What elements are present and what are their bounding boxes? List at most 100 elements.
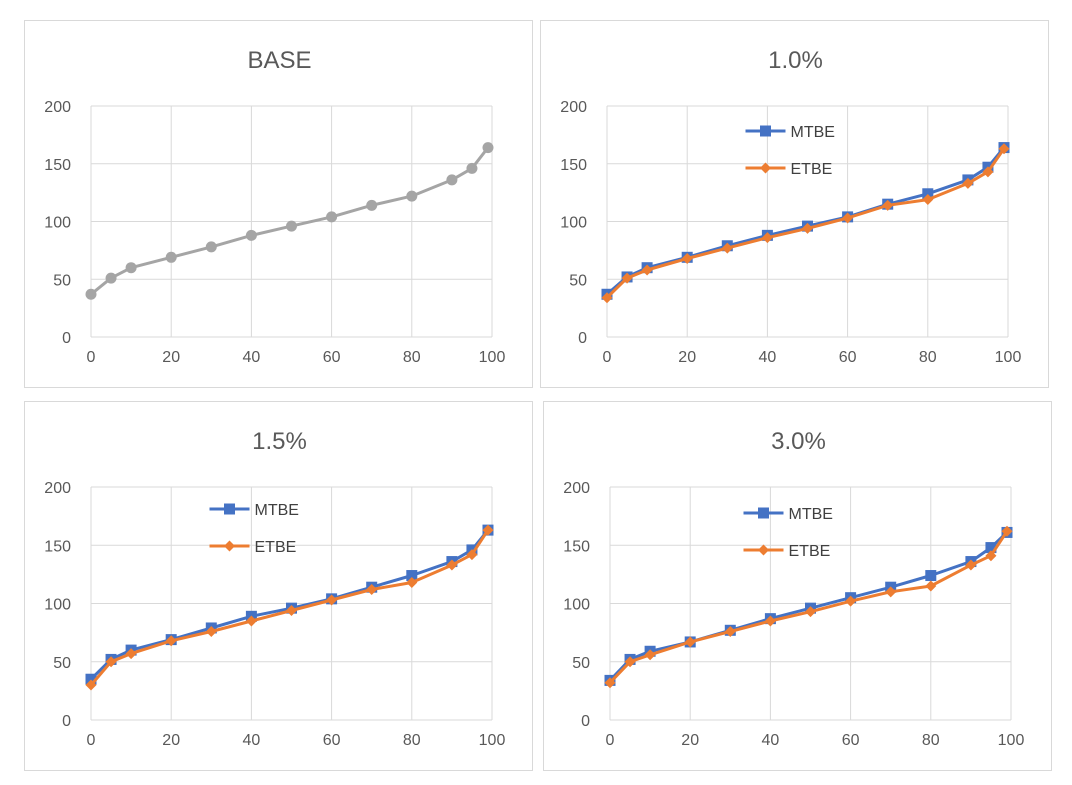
x-tick-label: 20: [681, 732, 699, 749]
x-tick-label: 80: [922, 732, 940, 749]
etbe-point: [802, 222, 813, 234]
etbe-point: [125, 648, 137, 660]
etbe-point: [165, 635, 177, 647]
chart-base: BASE 0 20 40 60 80 100 0 50 100 150 200: [44, 47, 506, 366]
x-tick-label: 40: [243, 349, 261, 366]
legend: MTBE ETBE: [743, 506, 833, 560]
etbe-point: [466, 549, 478, 561]
etbe-point: [621, 272, 633, 284]
chart-panel-1-5-percent: 1.5% 0 20 40 60 80 100 0 50 100 150 200 MTBE ETBE: [24, 401, 533, 771]
etbe-point: [482, 524, 494, 536]
etbe-point: [925, 580, 937, 592]
y-tick-label: 50: [572, 655, 590, 672]
y-tick-label: 0: [62, 713, 71, 730]
x-tick-label: 0: [87, 349, 96, 366]
x-tick-label: 20: [678, 349, 696, 366]
x-tick-label: 60: [323, 349, 341, 366]
x-tick-label: 80: [919, 349, 937, 366]
series-0-point: [366, 199, 378, 211]
series-0-point: [406, 190, 418, 202]
etbe-point: [842, 212, 854, 224]
legend-mtbe-label: MTBE: [789, 506, 833, 523]
x-tick-label: 0: [606, 732, 615, 749]
legend-etbe-marker: [224, 540, 235, 552]
legend-etbe-marker: [760, 162, 771, 174]
series-0-point: [446, 174, 458, 186]
x-tick-label: 100: [998, 732, 1025, 749]
series-0-point: [466, 162, 478, 174]
y-tick-label: 200: [560, 99, 587, 116]
chart-title: 1.0%: [768, 47, 823, 74]
x-tick-label: 60: [839, 349, 857, 366]
x-tick-label: 60: [842, 732, 860, 749]
y-tick-label: 150: [563, 538, 590, 555]
series-series-0: [85, 142, 494, 300]
x-tick-label: 100: [479, 349, 506, 366]
x-tick-label: 40: [759, 349, 777, 366]
chart-panel-1-0-percent: 1.0% 0 20 40 60 80 100 0 50 100 150 200 MTBE ETBE: [540, 20, 1049, 388]
y-tick-label: 100: [44, 597, 71, 614]
legend-etbe-label: ETBE: [789, 543, 831, 560]
etbe-point: [105, 656, 117, 668]
etbe-point: [1001, 525, 1013, 537]
chart-panel-base: BASE 0 20 40 60 80 100 0 50 100 150 200: [24, 20, 533, 388]
etbe-point: [366, 584, 378, 596]
x-tick-label: 100: [995, 349, 1022, 366]
etbe-point: [681, 252, 693, 264]
x-tick-label: 0: [603, 349, 612, 366]
series-0-point: [326, 211, 338, 223]
gridlines: [609, 486, 1012, 721]
etbe-point: [962, 177, 974, 189]
chart-title: 1.5%: [252, 428, 307, 455]
series-etbe: [85, 524, 494, 691]
legend: MTBE ETBE: [209, 502, 299, 556]
y-tick-label: 50: [569, 272, 587, 289]
y-tick-label: 0: [578, 330, 587, 347]
y-tick-label: 100: [563, 597, 590, 614]
etbe-point: [641, 264, 653, 276]
legend-mtbe-marker: [224, 503, 235, 515]
etbe-point: [922, 194, 934, 206]
etbe-point: [998, 143, 1010, 155]
y-tick-label: 100: [44, 215, 71, 232]
legend-etbe-label: ETBE: [791, 161, 833, 178]
etbe-point: [982, 166, 994, 178]
etbe-point: [85, 679, 97, 691]
series-0-point: [245, 229, 257, 241]
y-tick-label: 200: [563, 480, 590, 497]
etbe-point: [764, 615, 776, 627]
etbe-point: [724, 625, 736, 637]
chart-title: 3.0%: [771, 428, 826, 455]
y-tick-label: 150: [44, 538, 71, 555]
mtbe-point: [925, 570, 937, 582]
x-tick-label: 80: [403, 732, 421, 749]
mtbe-point: [922, 188, 934, 200]
chart-3-0-percent: 3.0% 0 20 40 60 80 100 0 50 100 150 200 MTBE ETBE: [563, 428, 1025, 749]
legend: MTBE ETBE: [745, 124, 835, 178]
legend-mtbe-marker: [760, 125, 771, 137]
etbe-point: [644, 649, 656, 661]
etbe-point: [205, 625, 217, 637]
series-0-line: [90, 146, 490, 296]
x-tick-label: 0: [87, 732, 96, 749]
etbe-point: [406, 577, 418, 589]
etbe-point: [601, 292, 613, 304]
x-tick-label: 40: [762, 732, 780, 749]
mtbe-point: [406, 570, 418, 582]
etbe-point: [326, 594, 338, 606]
series-0-point: [125, 262, 137, 274]
chart-title: BASE: [247, 47, 311, 74]
y-tick-label: 50: [53, 655, 71, 672]
legend-mtbe-marker: [758, 507, 769, 519]
etbe-point: [805, 606, 816, 618]
series-0-point: [105, 272, 117, 284]
y-tick-label: 150: [560, 157, 587, 174]
series-0-point: [205, 241, 217, 253]
chart-panel-3-0-percent: 3.0% 0 20 40 60 80 100 0 50 100 150 200 MTBE ETBE: [543, 401, 1052, 771]
etbe-point: [286, 604, 297, 616]
mtbe-point: [985, 542, 997, 554]
etbe-point: [721, 242, 733, 254]
chart-1-0-percent: 1.0% 0 20 40 60 80 100 0 50 100 150 200 MTBE ETBE: [560, 47, 1022, 366]
y-tick-label: 100: [560, 215, 587, 232]
chart-1-5-percent: 1.5% 0 20 40 60 80 100 0 50 100 150 200 MTBE ETBE: [44, 428, 505, 749]
